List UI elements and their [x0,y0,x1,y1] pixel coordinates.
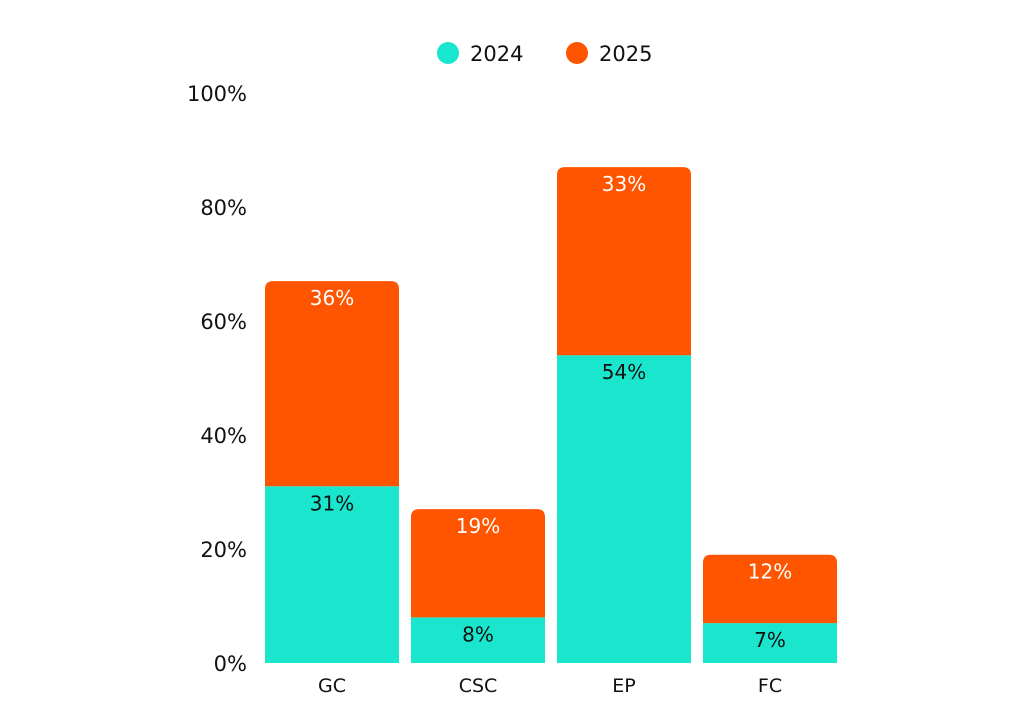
x-axis: GC CSC EP FC [318,675,782,697]
bar-ep-2024 [557,355,691,663]
y-axis: 0% 20% 40% 60% 80% 100% [187,82,247,676]
bar-fc-2024 [703,623,837,663]
y-tick-label: 40% [200,424,247,448]
bar-gc-2025 [265,281,399,487]
legend: 2024 2025 [437,42,652,66]
data-label: 7% [754,628,786,652]
x-category-label: FC [758,675,782,697]
bar-csc-2025 [411,509,545,618]
bar-gc-2024 [265,486,399,663]
data-label: 19% [456,514,500,538]
legend-marker-2024 [437,42,459,64]
y-tick-label: 100% [187,82,247,106]
data-label: 31% [310,491,354,515]
bars: 31% 36% 8% 19% 54% 33% 7% 12% [265,167,837,663]
bar-csc-2024 [411,617,545,663]
data-label: 36% [310,286,354,310]
x-category-label: CSC [459,675,498,697]
y-tick-label: 60% [200,310,247,334]
x-category-label: GC [318,675,346,697]
x-category-label: EP [612,675,635,697]
y-tick-label: 20% [200,538,247,562]
data-label: 54% [602,360,646,384]
legend-label: 2024 [470,42,523,66]
bar-fc-2025 [703,554,837,624]
y-tick-label: 0% [214,652,247,676]
legend-label: 2025 [599,42,652,66]
y-tick-label: 80% [200,196,247,220]
data-label: 33% [602,172,646,196]
data-label: 12% [748,560,792,584]
data-label: 8% [462,622,494,646]
bar-ep-2025 [557,167,691,356]
legend-marker-2025 [566,42,588,64]
